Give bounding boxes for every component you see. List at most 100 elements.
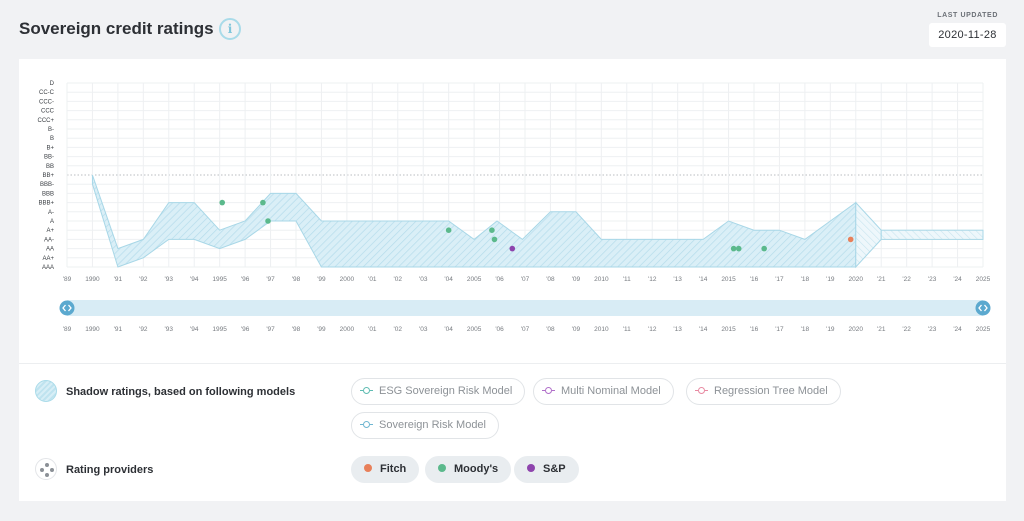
- navigator-tick-label: '19: [826, 326, 835, 333]
- x-tick-label: '98: [292, 276, 301, 283]
- navigator-tick-label: '98: [292, 326, 301, 333]
- x-tick-label: '91: [114, 276, 123, 283]
- navigator-track: [67, 300, 983, 316]
- page-header: Sovereign credit ratings i LAST UPDATED …: [0, 0, 1024, 58]
- navigator-tick-label: '02: [394, 326, 403, 333]
- chart-grid: [66, 82, 984, 268]
- rating-point: [489, 227, 495, 233]
- x-tick-label: 2005: [467, 276, 482, 283]
- page-title: Sovereign credit ratings: [19, 19, 214, 38]
- x-tick-label: '17: [775, 276, 784, 283]
- navigator-tick-label: 2020: [849, 326, 864, 333]
- fitch-dot-icon: [364, 464, 372, 473]
- x-axis: '89 '89 1990 1990 '91 '91 '92 '92 '93 '93 '94 '94 19…: [63, 276, 991, 333]
- y-tick-label: CCC+: [37, 118, 54, 124]
- rating-points: [219, 199, 854, 252]
- y-tick-label: CCC-: [39, 99, 54, 105]
- navigator-tick-label: '07: [521, 326, 530, 333]
- navigator-tick-label: '92: [139, 326, 148, 333]
- shadow-ratings-title: Shadow ratings, based on following model…: [66, 386, 296, 398]
- x-tick-label: '03: [419, 276, 428, 283]
- navigator-tick-label: '11: [623, 326, 631, 333]
- moodys-dot-icon: [438, 464, 446, 473]
- x-tick-label: 2000: [340, 276, 355, 283]
- y-tick-label: B: [50, 136, 54, 142]
- navigator-tick-label: '99: [317, 326, 326, 333]
- x-tick-label: 1990: [85, 276, 100, 283]
- rating-point: [219, 199, 226, 206]
- navigator-tick-label: '89: [63, 326, 72, 333]
- navigator-tick-label: '97: [266, 326, 275, 333]
- provider-sp[interactable]: S&P: [514, 456, 579, 483]
- rating-point: [761, 245, 767, 252]
- navigator-tick-label: 2010: [594, 326, 609, 333]
- y-tick-label: BBB+: [38, 201, 54, 207]
- ratings-card: AAA AA+ AA AA- A+ A A- BBB+ BBB BBB- BB+ BB BB- B+ B B-…: [19, 59, 1006, 501]
- y-tick-label: D: [50, 81, 55, 87]
- rating-providers-title: Rating providers: [66, 464, 154, 476]
- x-tick-label: '21: [877, 276, 886, 283]
- x-tick-label: '08: [546, 276, 555, 283]
- navigator-tick-label: '17: [775, 326, 784, 333]
- navigator-tick-label: '93: [165, 326, 174, 333]
- x-tick-label: 2015: [721, 276, 736, 283]
- dashed-circle-icon: [542, 387, 555, 395]
- navigator-tick-label: '91: [114, 326, 123, 333]
- navigator-handle-left[interactable]: [59, 300, 75, 316]
- range-navigator[interactable]: [59, 300, 991, 316]
- x-tick-label: '02: [394, 276, 403, 283]
- x-tick-label: '23: [928, 276, 937, 283]
- x-tick-label: '13: [673, 276, 682, 283]
- y-tick-label: BB+: [42, 173, 54, 179]
- y-tick-label: A-: [48, 210, 54, 216]
- model-multi-nominal[interactable]: Multi Nominal Model: [533, 378, 674, 405]
- navigator-tick-label: 1990: [85, 326, 100, 333]
- y-tick-label: AA+: [42, 256, 54, 262]
- rating-point: [491, 236, 498, 243]
- x-tick-label: '97: [266, 276, 275, 283]
- provider-moodys[interactable]: Moody's: [425, 456, 512, 483]
- y-tick-label: AA-: [44, 237, 54, 243]
- x-tick-label: '09: [572, 276, 581, 283]
- rating-point: [509, 245, 516, 252]
- navigator-tick-label: '08: [546, 326, 555, 333]
- navigator-handle-right[interactable]: [975, 300, 991, 316]
- y-tick-label: AAA: [42, 265, 54, 271]
- model-esg-sovereign-risk[interactable]: ESG Sovereign Risk Model: [351, 378, 526, 405]
- x-tick-label: '24: [953, 276, 962, 283]
- providers-icon: [35, 458, 57, 480]
- dashed-circle-icon: [695, 387, 708, 395]
- last-updated-label: LAST UPDATED: [937, 12, 998, 19]
- rating-point: [265, 218, 271, 224]
- info-icon[interactable]: i: [219, 18, 241, 40]
- sp-dot-icon: [527, 464, 535, 473]
- x-tick-label: 2025: [976, 276, 991, 283]
- rating-point: [735, 245, 742, 252]
- shadow-band: [91, 174, 984, 269]
- x-tick-label: 2010: [594, 276, 609, 283]
- forecast-band: [880, 229, 984, 240]
- x-tick-label: '92: [139, 276, 148, 283]
- y-tick-label: BBB-: [40, 182, 54, 188]
- provider-fitch[interactable]: Fitch: [351, 456, 420, 483]
- dashed-circle-icon: [360, 421, 373, 429]
- navigator-tick-label: 2025: [976, 326, 991, 333]
- x-tick-label: '18: [801, 276, 810, 283]
- x-tick-label: '89: [63, 276, 72, 283]
- navigator-tick-label: '13: [673, 326, 682, 333]
- rating-point: [730, 245, 737, 252]
- navigator-tick-label: '06: [495, 326, 504, 333]
- rating-point: [847, 236, 854, 243]
- model-sovereign-risk[interactable]: Sovereign Risk Model: [351, 412, 499, 439]
- navigator-tick-label: '21: [877, 326, 886, 333]
- model-regression-tree[interactable]: Regression Tree Model: [686, 378, 841, 405]
- x-tick-label: '11: [623, 276, 631, 283]
- shadow-hatch-icon: [35, 380, 57, 402]
- navigator-tick-label: 1995: [212, 326, 227, 333]
- y-tick-label: CCC: [41, 109, 55, 115]
- x-tick-label: '04: [444, 276, 453, 283]
- x-tick-label: '93: [165, 276, 174, 283]
- x-tick-label: 1995: [212, 276, 227, 283]
- x-tick-label: '12: [648, 276, 657, 283]
- y-tick-label: A: [50, 219, 54, 225]
